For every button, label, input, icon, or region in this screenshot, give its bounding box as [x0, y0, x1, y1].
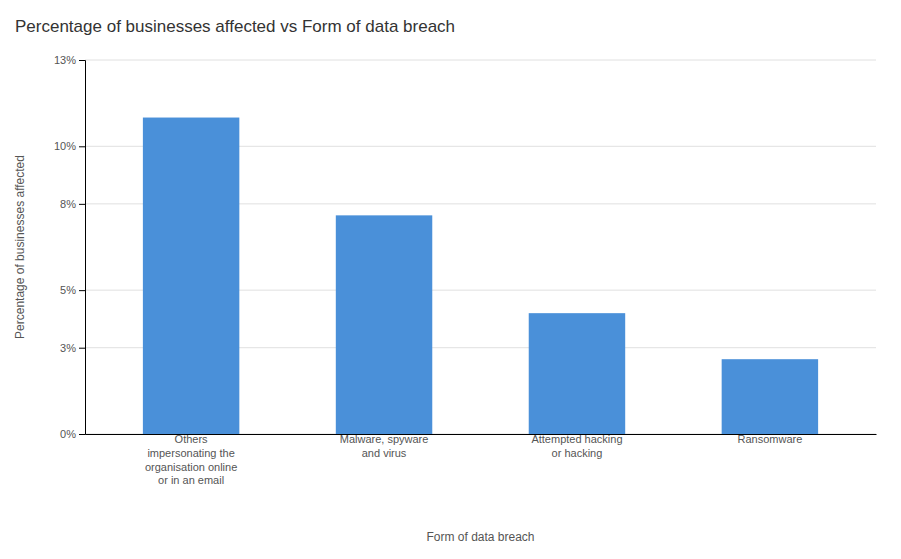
tick-mark [79, 290, 85, 291]
tick-mark [79, 60, 85, 61]
tick-label: Malware, spyware and virus [340, 433, 429, 459]
tick: Others impersonating the organisation onli… [145, 433, 237, 486]
bar [143, 118, 239, 434]
x-axis-title: Form of data breach [426, 530, 534, 544]
axis-line [79, 61, 86, 435]
tick: 0% [60, 428, 85, 440]
tick: 5% [60, 284, 85, 296]
tick-label-line: Attempted hacking [531, 433, 622, 445]
bar [336, 215, 432, 434]
tick-label-line: and virus [362, 447, 407, 459]
grid-line [85, 60, 876, 61]
title: Percentage of businesses affected vs For… [15, 17, 455, 36]
y-axis-title: Percentage of businesses affected [13, 155, 27, 339]
tick: 13% [54, 54, 85, 66]
tick-label: Others impersonating the organisation onli… [145, 433, 237, 486]
tick-label: 0% [60, 428, 76, 440]
tick-label: 10% [54, 140, 76, 152]
tick-label: Ransomware [737, 433, 802, 445]
tick: Malware, spyware and virus [340, 433, 429, 459]
x-axis: Others impersonating the organisation onli… [86, 433, 877, 486]
tick-mark [79, 434, 85, 435]
tick-label-line: organisation online [145, 461, 237, 473]
tick-mark [79, 146, 85, 147]
tick-label-line: or hacking [552, 447, 603, 459]
grid [85, 60, 876, 434]
tick-label: 13% [54, 54, 76, 66]
tick-label-line: Malware, spyware [340, 433, 429, 445]
tick-label-line: or in an email [158, 474, 224, 486]
tick: Ransomware [737, 433, 802, 445]
tick: Attempted hacking or hacking [531, 433, 622, 459]
tick: 10% [54, 140, 85, 152]
tick-label-line: Ransomware [737, 433, 802, 445]
y-axis: 0% 3% 5% 8% 10% 13% [54, 54, 86, 440]
tick-label-line: impersonating the [147, 447, 234, 459]
bar [529, 313, 625, 434]
tick-mark [79, 348, 85, 349]
bars [143, 118, 818, 434]
tick: 8% [60, 198, 85, 210]
tick-mark [79, 204, 85, 205]
tick-label: 5% [60, 284, 76, 296]
tick-label: 8% [60, 198, 76, 210]
bar [722, 359, 818, 434]
tick-label-line: Others [175, 433, 209, 445]
tick-label: Attempted hacking or hacking [531, 433, 622, 459]
tick-label: 3% [60, 342, 76, 354]
tick: 3% [60, 342, 85, 354]
chart: Others impersonating the organisation onli… [0, 0, 901, 559]
